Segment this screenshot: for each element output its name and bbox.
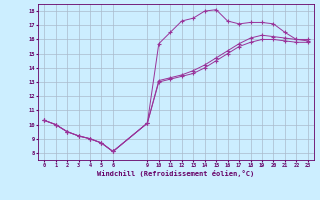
X-axis label: Windchill (Refroidissement éolien,°C): Windchill (Refroidissement éolien,°C) <box>97 170 255 177</box>
